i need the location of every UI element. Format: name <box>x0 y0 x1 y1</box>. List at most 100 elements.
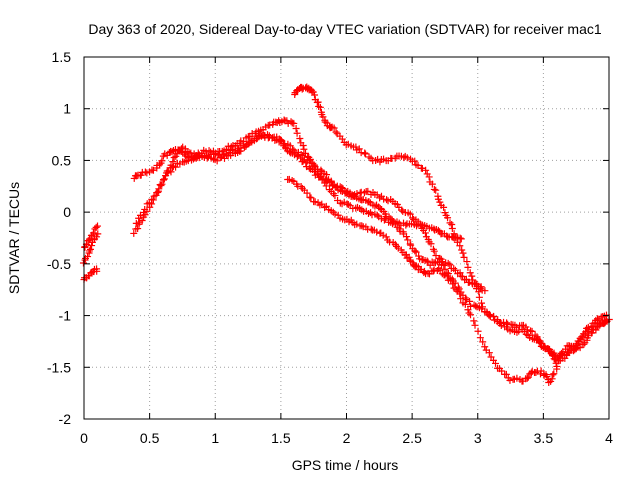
data-point <box>523 374 531 382</box>
data-point <box>602 316 610 324</box>
data-point <box>149 196 157 204</box>
data-point <box>167 168 175 176</box>
data-point <box>446 219 454 227</box>
data-point <box>466 297 474 305</box>
x-tick-label: 1.5 <box>271 430 291 446</box>
data-point <box>468 272 476 280</box>
data-point <box>170 154 178 162</box>
data-point <box>477 283 485 291</box>
data-point <box>316 103 324 111</box>
data-point <box>403 154 411 162</box>
data-point <box>156 181 164 189</box>
data-point <box>412 248 420 256</box>
data-points <box>79 83 613 387</box>
data-point <box>158 157 166 165</box>
data-point <box>305 164 313 172</box>
data-point <box>396 227 404 235</box>
data-point <box>456 242 464 250</box>
data-point <box>498 367 506 375</box>
data-point <box>303 189 311 197</box>
data-point <box>481 287 489 295</box>
x-tick-label: 3.5 <box>534 430 554 446</box>
data-point <box>306 155 314 163</box>
data-point <box>85 247 93 255</box>
y-tick-label: -0.5 <box>47 256 71 272</box>
data-point <box>466 269 474 277</box>
data-point <box>470 317 478 325</box>
grid-lines <box>84 57 609 419</box>
data-point <box>497 321 505 329</box>
data-point <box>141 205 149 213</box>
data-point <box>288 145 296 153</box>
data-point <box>402 221 410 229</box>
data-point <box>472 302 480 310</box>
data-point <box>448 224 456 232</box>
data-point <box>446 261 454 269</box>
data-point <box>432 186 440 194</box>
data-point <box>159 176 167 184</box>
x-axis-title: GPS time / hours <box>292 457 399 473</box>
data-point <box>303 85 311 93</box>
data-point <box>367 225 375 233</box>
data-point <box>513 374 521 382</box>
data-point <box>444 214 452 222</box>
data-point <box>86 245 94 253</box>
x-tick-label: 0 <box>80 430 88 446</box>
data-point <box>353 190 361 198</box>
y-tick-label: -1.5 <box>47 359 71 375</box>
chart-title: Day 363 of 2020, Sidereal Day-to-day VTE… <box>88 21 601 37</box>
data-point <box>475 293 483 301</box>
y-tick-label: 0 <box>63 204 71 220</box>
data-point <box>371 202 379 210</box>
data-point <box>461 294 469 302</box>
data-point <box>338 184 346 192</box>
series-track-8 <box>284 175 610 387</box>
data-point <box>373 228 381 236</box>
data-point <box>293 129 301 137</box>
data-point <box>475 288 483 296</box>
data-point <box>160 175 168 183</box>
x-tick-label: 2 <box>343 430 351 446</box>
data-point <box>134 225 142 233</box>
data-point <box>423 257 431 265</box>
series-track-6 <box>132 131 610 367</box>
data-point <box>296 135 304 143</box>
data-point <box>398 206 406 214</box>
data-point <box>421 229 429 237</box>
data-point <box>290 119 298 127</box>
data-point <box>364 187 372 195</box>
data-point <box>464 263 472 271</box>
data-point <box>506 376 514 384</box>
y-tick-label: 1 <box>63 101 71 117</box>
data-point <box>140 208 148 216</box>
data-point <box>314 165 322 173</box>
data-point <box>167 161 175 169</box>
data-point <box>436 198 444 206</box>
data-point <box>456 269 464 277</box>
data-point <box>478 303 486 311</box>
data-point <box>153 189 161 197</box>
data-point <box>94 222 102 230</box>
x-tick-label: 3 <box>474 430 482 446</box>
data-point <box>479 338 487 346</box>
data-point <box>444 259 452 267</box>
data-point <box>461 300 469 308</box>
data-point <box>79 259 87 267</box>
data-point <box>379 231 387 239</box>
data-point <box>568 344 576 352</box>
data-point <box>89 229 97 237</box>
data-point <box>150 192 158 200</box>
data-point <box>376 204 384 212</box>
data-point <box>422 166 430 174</box>
data-point <box>411 247 419 255</box>
data-point <box>92 223 100 231</box>
x-tick-label: 4 <box>605 430 613 446</box>
data-point <box>463 258 471 266</box>
data-point <box>430 185 438 193</box>
data-point <box>353 220 361 228</box>
data-point <box>299 152 307 160</box>
data-point <box>471 321 479 329</box>
data-point <box>485 349 493 357</box>
data-point <box>402 233 410 241</box>
data-point <box>440 261 448 269</box>
